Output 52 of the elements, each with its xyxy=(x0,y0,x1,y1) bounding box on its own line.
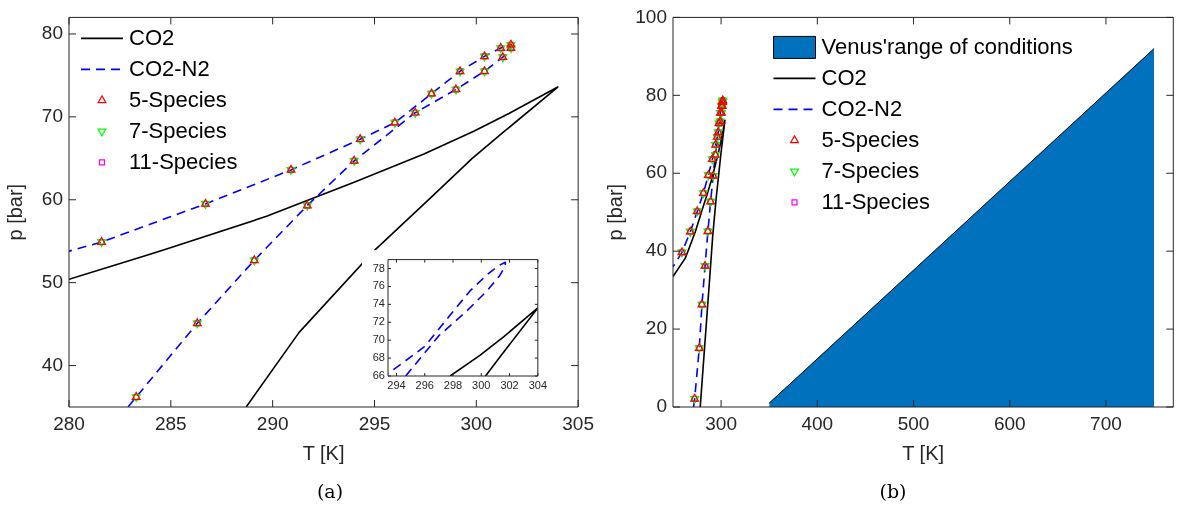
legend-label: 5-Species xyxy=(821,127,920,153)
text: (b) xyxy=(879,480,907,502)
y-tick-label: 0 xyxy=(656,395,667,417)
y-tick-label: 74 xyxy=(372,297,385,310)
legend-label: CO2 xyxy=(129,25,175,51)
legend-label: 7-Species xyxy=(129,118,227,144)
legend-label: 5-Species xyxy=(129,87,227,113)
x-tick-label: 300 xyxy=(705,412,737,434)
x-tick-label: 400 xyxy=(801,412,834,434)
y-tick-label: 70 xyxy=(41,105,63,127)
legend-label: CO2-N2 xyxy=(821,96,903,122)
x-tick-label: 304 xyxy=(528,378,547,391)
x-tick-label: 294 xyxy=(387,378,406,391)
y-tick-label: 78 xyxy=(372,261,385,274)
x-tick-label: 285 xyxy=(154,412,187,434)
legend-label: 7-Species xyxy=(821,158,920,184)
y-axis-title: p [bar] xyxy=(603,183,626,241)
legend-label: 11-Species xyxy=(129,149,238,175)
x-axis-title: T [K] xyxy=(902,441,945,464)
x-tick-label: 300 xyxy=(472,378,491,391)
y-tick-label: 80 xyxy=(645,83,667,105)
legend-label: CO2 xyxy=(821,65,867,91)
y-tick-label: 50 xyxy=(41,270,63,292)
y-tick-label: 100 xyxy=(635,5,667,27)
legend-label: CO2-N2 xyxy=(129,56,210,82)
x-tick-label: 296 xyxy=(415,378,434,391)
y-tick-label: 80 xyxy=(41,22,63,44)
x-tick-label: 305 xyxy=(562,412,594,434)
y-tick-label: 72 xyxy=(372,315,385,328)
x-tick-label: 700 xyxy=(1090,412,1122,434)
text: (a) xyxy=(316,480,344,502)
y-tick-label: 70 xyxy=(372,333,385,346)
y-tick-label: 76 xyxy=(372,279,385,292)
y-tick-label: 20 xyxy=(645,317,667,339)
y-tick-label: 60 xyxy=(645,161,667,183)
x-tick-label: 298 xyxy=(443,378,463,391)
x-tick-label: 302 xyxy=(500,378,519,391)
x-tick-label: 290 xyxy=(256,412,289,434)
y-axis-title: p [bar] xyxy=(3,183,26,241)
x-tick-label: 295 xyxy=(358,412,391,434)
y-tick-label: 66 xyxy=(372,369,385,382)
y-tick-label: 60 xyxy=(41,188,63,209)
x-tick-label: 500 xyxy=(897,412,930,434)
legend-label: Venus'range of conditions xyxy=(821,34,1073,60)
y-tick-label: 40 xyxy=(41,353,63,375)
x-tick-label: 300 xyxy=(460,412,493,434)
y-tick-label: 68 xyxy=(372,351,385,364)
x-axis-title: T [K] xyxy=(302,441,345,464)
y-tick-label: 40 xyxy=(645,239,667,261)
x-tick-label: 280 xyxy=(53,412,85,434)
legend-label: 11-Species xyxy=(821,189,930,215)
x-tick-label: 600 xyxy=(993,412,1026,434)
